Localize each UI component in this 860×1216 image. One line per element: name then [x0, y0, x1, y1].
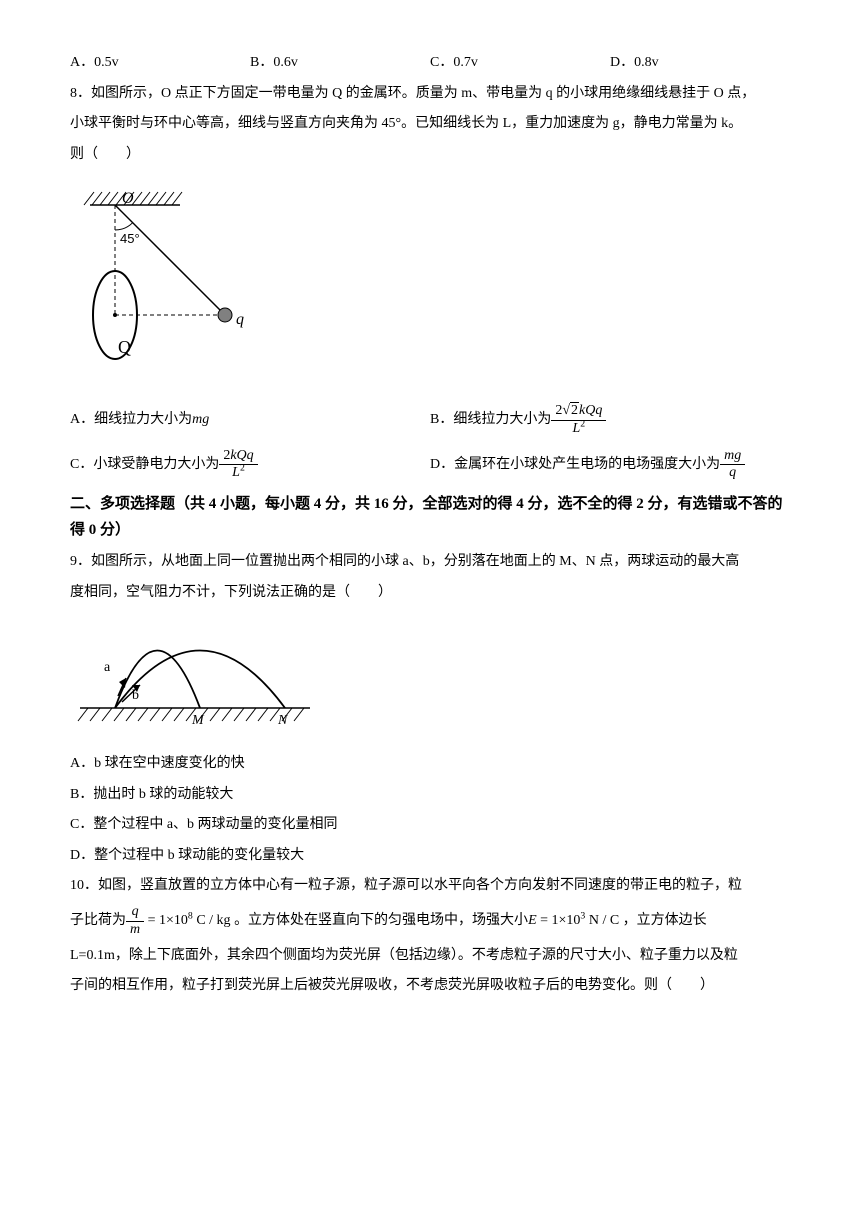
q8-opt-d: D．金属环在小球处产生电场的电场强度大小为 mg q [430, 448, 790, 483]
q9-opt-b: B．抛出时 b 球的动能较大 [70, 782, 790, 809]
q8-opt-c-pre: C．小球受静电力大小为 [70, 452, 219, 479]
opt-a-text: A．0.5v [70, 55, 119, 70]
q10-stem-2: 子比荷为 q m = 1×108 C / kg 。立方体处在竖直向下的匀强电场中… [70, 904, 790, 939]
q9-figure: a b M N [70, 618, 790, 739]
q8-opt-b-frac: 2√2kQq L2 [551, 403, 606, 438]
q8-opt-d-pre: D．金属环在小球处产生电场的电场强度大小为 [430, 452, 720, 479]
q10-stem-2-pre: 子比荷为 [70, 908, 126, 935]
q8-stem-3: 则（ ） [70, 142, 790, 169]
q7-options: A．0.5v B．0.6v C．0.7v D．0.8v [70, 50, 790, 77]
q9-stem-1: 9．如图所示，从地面上同一位置抛出两个相同的小球 a、b，分别落在地面上的 M、… [70, 549, 790, 576]
opt-b: B．0.6v [250, 50, 430, 77]
q10-frac-den: m [126, 922, 144, 939]
q10-stem-1: 10．如图，竖直放置的立方体中心有一粒子源，粒子源可以水平向各个方向发射不同速度… [70, 873, 790, 900]
q10-stem-2-mid: 。立方体处在竖直向下的匀强电场中，场强大小 [231, 908, 529, 935]
svg-text:b: b [132, 688, 139, 703]
section-2-title: 二、多项选择题（共 4 小题，每小题 4 分，共 16 分，全部选对的得 4 分… [70, 492, 790, 543]
q8-stem-2: 小球平衡时与环中心等高，细线与竖直方向夹角为 45°。已知细线长为 L，重力加速… [70, 111, 790, 138]
q8-opt-a: A．细线拉力大小为 mg [70, 403, 430, 438]
q10-frac-num: q [126, 904, 144, 922]
q8-stem-1: 8．如图所示，O 点正下方固定一带电量为 Q 的金属环。质量为 m、带电量为 q… [70, 81, 790, 108]
q8-options-cd: C．小球受静电力大小为 2kQq L2 D．金属环在小球处产生电场的电场强度大小… [70, 448, 790, 483]
opt-d: D．0.8v [610, 50, 790, 77]
svg-text:M: M [191, 713, 205, 728]
svg-text:Q: Q [118, 337, 131, 357]
svg-text:O: O [122, 190, 134, 207]
q9-opt-c: C．整个过程中 a、b 两球动量的变化量相同 [70, 812, 790, 839]
opt-c-text: C．0.7v [430, 55, 478, 70]
q8-opt-c-frac: 2kQq L2 [219, 448, 257, 483]
q10-stem-2-tail: ，立方体边长 [619, 908, 707, 935]
q9-opt-a: A．b 球在空中速度变化的快 [70, 751, 790, 778]
svg-text:45°: 45° [120, 231, 140, 246]
q8-opt-a-pre: A．细线拉力大小为 [70, 407, 192, 434]
q10-stem-4: 子间的相互作用，粒子打到荧光屏上后被荧光屏吸收，不考虑荧光屏吸收粒子后的电势变化… [70, 973, 790, 1000]
q8-opt-a-val: mg [192, 407, 209, 434]
svg-text:N: N [277, 713, 288, 728]
q8-opt-d-frac: mg q [720, 448, 745, 483]
svg-text:q: q [236, 311, 244, 328]
q9-stem-2: 度相同，空气阻力不计，下列说法正确的是（ ） [70, 580, 790, 607]
q8-opt-b-pre: B．细线拉力大小为 [430, 407, 551, 434]
q8-opt-c: C．小球受静电力大小为 2kQq L2 [70, 448, 430, 483]
q8-opt-b: B．细线拉力大小为 2√2kQq L2 [430, 403, 790, 438]
opt-a: A．0.5v [70, 50, 250, 77]
q10-qm-frac: q m [126, 904, 144, 939]
q8-options-ab: A．细线拉力大小为 mg B．细线拉力大小为 2√2kQq L2 [70, 403, 790, 438]
q8-figure: O 45° Q q [70, 180, 790, 391]
q10-stem-3: L=0.1m，除上下底面外，其余四个侧面均为荧光屏（包括边缘）。不考虑粒子源的尺… [70, 943, 790, 970]
opt-c: C．0.7v [430, 50, 610, 77]
q9-opt-d: D．整个过程中 b 球动能的变化量较大 [70, 843, 790, 870]
opt-b-text: B．0.6v [250, 55, 298, 70]
opt-d-text: D．0.8v [610, 55, 659, 70]
svg-text:a: a [104, 660, 111, 675]
